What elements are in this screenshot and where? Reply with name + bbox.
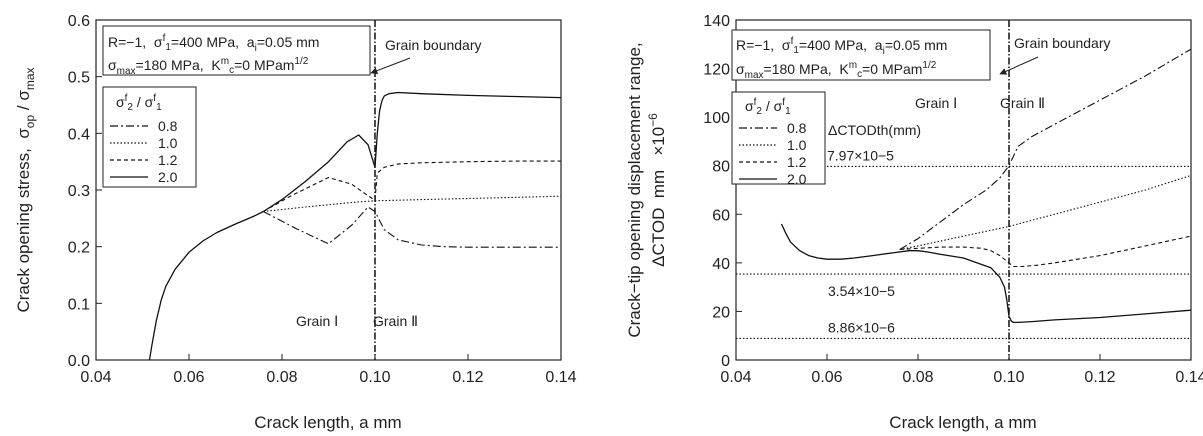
left-x-ticks: 0.04 0.06 0.08 0.10 0.12 0.14: [80, 354, 577, 386]
left-y-tick-label: 0.4: [68, 126, 90, 143]
left-y-tick-label: 0.6: [68, 13, 90, 30]
left-series-1-2: [263, 160, 561, 212]
left-x-axis-label: Crack length, a mm: [254, 413, 401, 432]
right-y-tick-label: 0: [721, 353, 730, 370]
right-grain-boundary-label: Grain boundary: [1014, 35, 1111, 51]
right-series-1-2: [899, 235, 1191, 268]
left-params-line1: R=−1, σf1=400 MPa, ai=0.05 mm: [108, 33, 319, 54]
left-legend-label: 1.0: [158, 135, 178, 151]
left-y-tick-label: 0.5: [68, 70, 90, 87]
right-series-0-8: [899, 48, 1191, 250]
right-x-axis-label: Crack length, a mm: [889, 413, 1036, 432]
left-x-tick-label: 0.04: [80, 369, 111, 386]
right-x-tick-label: 0.14: [1175, 369, 1203, 386]
right-legend-label: 0.8: [787, 120, 807, 136]
left-grain-boundary-arrow: [370, 57, 411, 75]
right-legend-label: 2.0: [787, 171, 807, 187]
left-y-tick-label: 0.3: [68, 183, 90, 200]
right-plot-frame: [735, 19, 1192, 361]
right-params-box: [731, 29, 991, 81]
left-x-tick-label: 0.10: [359, 369, 390, 386]
right-y-axis-label-line1: Crack−tip opening displacement range,: [625, 42, 644, 337]
left-series-0-8: [263, 206, 561, 248]
right-x-tick-label: 0.12: [1084, 369, 1115, 386]
left-grain1-label: Grain Ⅰ: [296, 313, 338, 329]
left-y-tick-label: 0.1: [68, 296, 90, 313]
left-series-2-0: [148, 91, 561, 360]
right-threshold-label: 3.54×10−5: [828, 283, 895, 299]
right-legend-label: 1.0: [787, 137, 807, 153]
right-y-tick-label: 80: [712, 159, 730, 176]
right-series-group: [780, 48, 1191, 324]
right-y-tick-label: 60: [712, 207, 730, 224]
left-legend-label: 1.2: [158, 152, 178, 168]
right-x-ticks: 0.04 0.06 0.08 0.10 0.12 0.14: [720, 354, 1203, 386]
left-x-tick-label: 0.12: [452, 369, 483, 386]
right-threshold-label: 8.86×10−6: [828, 319, 895, 335]
left-params-line2: σmax=180 MPa, Kmc=0 MPam1/2: [108, 56, 309, 77]
left-y-tick-label: 0.2: [68, 240, 90, 257]
left-grain2-label: Grain Ⅱ: [373, 313, 418, 329]
right-params-line1: R=−1, σf1=400 MPa, ai=0.05 mm: [736, 36, 947, 57]
left-y-tick-label: 0.0: [68, 353, 90, 370]
right-series-2-0: [780, 223, 1191, 324]
right-series-1-0: [899, 174, 1191, 251]
right-legend-label: 1.2: [787, 154, 807, 170]
left-series-group: [148, 91, 561, 360]
right-y-tick-label: 40: [712, 256, 730, 273]
right-x-tick-label: 0.10: [993, 369, 1024, 386]
left-params-box: [102, 25, 371, 76]
right-y-tick-label: 20: [712, 304, 730, 321]
left-y-ticks: 0.0 0.1 0.2 0.3 0.4 0.5 0.6: [68, 13, 102, 370]
right-params-line2: σmax=180 MPa, Kmc=0 MPam1/2: [736, 60, 937, 81]
left-grain-boundary-label: Grain boundary: [385, 37, 482, 53]
right-threshold-header: ΔCTODth(mm): [828, 122, 921, 138]
right-threshold-lines: [736, 165, 1191, 340]
left-x-tick-label: 0.06: [173, 369, 204, 386]
left-legend-box: [102, 86, 197, 188]
right-y-tick-label: 140: [703, 13, 730, 30]
left-series-1-0: [263, 195, 561, 213]
right-y-tick-label: 100: [703, 110, 730, 127]
right-y-tick-label: 120: [703, 62, 730, 79]
right-x-tick-label: 0.04: [720, 369, 751, 386]
right-grain2-label: Grain Ⅱ: [1000, 95, 1045, 111]
right-y-ticks: 0 20 40 60 80 100 120 140: [703, 13, 742, 370]
left-legend-label: 2.0: [158, 169, 178, 185]
right-chart: 0.04 0.06 0.08 0.10 0.12 0.14 0 20 40 60 80 100 120…: [625, 13, 1203, 432]
left-legend-label: 0.8: [158, 118, 178, 134]
right-x-tick-label: 0.08: [902, 369, 933, 386]
right-x-tick-label: 0.06: [811, 369, 842, 386]
left-x-tick-label: 0.14: [545, 369, 576, 386]
right-grain-boundary-arrow: [999, 56, 1039, 75]
right-y-axis-label-line2: ΔCTOD mm ×10−6: [646, 113, 668, 267]
left-chart: 0.04 0.06 0.08 0.10 0.12 0.14 0.0 0.1 0.2 0.3 0.4…: [14, 13, 577, 432]
right-grain1-label: Grain Ⅰ: [915, 95, 957, 111]
right-legend-box: [731, 91, 826, 185]
left-y-axis-label: Crack opening stress, σop / σmax: [14, 67, 37, 312]
right-threshold-label: 7.97×10−5: [827, 147, 894, 163]
left-x-tick-label: 0.08: [266, 369, 297, 386]
